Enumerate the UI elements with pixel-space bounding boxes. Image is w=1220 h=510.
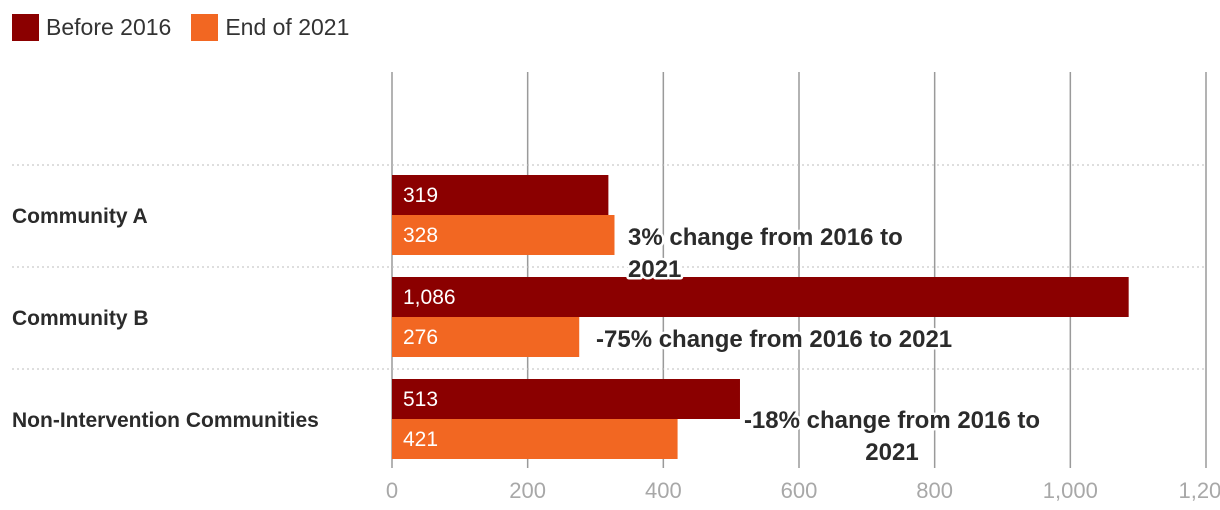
bar-value-label-0-1: 328 — [403, 224, 438, 247]
bar-value-label-0-0: 319 — [403, 184, 438, 207]
bar-value-label-2-1: 421 — [403, 428, 438, 451]
x-tick-label-1: 200 — [509, 478, 546, 503]
annotation-0-line-0: 3% change from 2016 to — [628, 224, 903, 251]
x-tick-label-5: 1,000 — [1043, 478, 1098, 503]
bar-1-1 — [392, 317, 580, 357]
bar-2-1 — [392, 419, 678, 459]
bar-value-label-1-1: 276 — [403, 326, 438, 349]
annotation-0-line-1: 2021 — [628, 256, 681, 283]
annotation-2-line-0: -18% change from 2016 to — [744, 407, 1040, 434]
category-label-2: Non-Intervention Communities — [12, 409, 319, 432]
bar-2-0 — [392, 379, 740, 419]
chart-legend: Before 2016 End of 2021 — [12, 14, 369, 41]
legend-item-end-of-2021: End of 2021 — [191, 14, 349, 41]
legend-swatch-end-of-2021 — [191, 14, 219, 41]
bar-0-0 — [392, 175, 609, 215]
bar-0-1 — [392, 215, 615, 255]
x-tick-label-2: 400 — [645, 478, 682, 503]
x-tick-label-6: 1,200 — [1178, 478, 1220, 503]
legend-label-end-of-2021: End of 2021 — [225, 14, 350, 40]
bar-value-label-1-0: 1,086 — [403, 286, 456, 309]
legend-label-before-2016: Before 2016 — [46, 14, 172, 40]
x-tick-label-3: 600 — [781, 478, 818, 503]
annotation-2-line-1: 2021 — [865, 439, 918, 466]
legend-swatch-before-2016 — [12, 14, 39, 41]
x-tick-label-4: 800 — [916, 478, 953, 503]
category-label-1: Community B — [12, 307, 149, 330]
annotation-1-line-0: -75% change from 2016 to 2021 — [596, 326, 952, 353]
x-tick-label-0: 0 — [386, 478, 398, 503]
bar-1-0 — [392, 277, 1129, 317]
category-label-0: Community A — [12, 205, 148, 228]
legend-item-before-2016: Before 2016 — [12, 14, 171, 41]
bar-value-label-2-0: 513 — [403, 388, 438, 411]
